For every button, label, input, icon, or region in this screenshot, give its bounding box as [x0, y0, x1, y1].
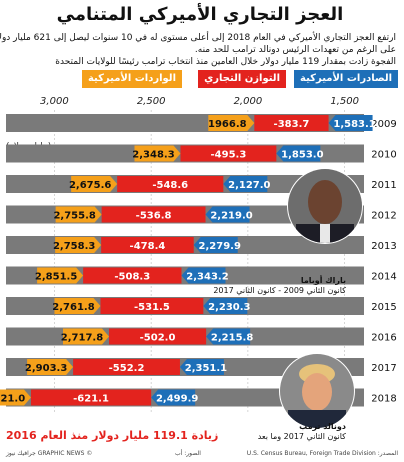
obama-portrait [287, 168, 363, 244]
legend-imports: الواردات الأميركية [81, 70, 182, 88]
imports-value-label: 2,348.3 [132, 150, 174, 161]
balance-bar [117, 176, 224, 192]
exports-arrow [276, 145, 321, 162]
imports-arrow [55, 206, 102, 223]
balance-bar [254, 115, 329, 131]
balance-value-label: -548.6 [152, 180, 188, 191]
balance-value-label: -478.4 [130, 241, 166, 252]
year-label: 2015 [371, 302, 396, 313]
imports-arrow [71, 176, 118, 192]
year-label: 2016 [371, 333, 396, 344]
trump-caption: دونالد ترمب كانون الثاني 2017 وما بعد [258, 422, 346, 442]
exports-value-label: 2,127.0 [228, 180, 270, 191]
imports-value-label: 2,851.5 [35, 272, 77, 283]
imports-arrow [208, 115, 255, 131]
exports-value-label: 2,351.1 [185, 363, 227, 374]
balance-bar [101, 206, 206, 223]
exports-value-label: 2,343.2 [186, 272, 228, 283]
balance-bar [108, 328, 207, 345]
balance-value-label: -502.0 [140, 333, 176, 344]
exports-arrow [203, 298, 248, 314]
balance-value-label: -536.8 [136, 211, 172, 222]
year-label: 2010 [371, 150, 396, 161]
imports-value-label: 2,903.3 [25, 363, 67, 374]
balance-bar [180, 145, 277, 162]
exports-value-label: 2,279.9 [199, 241, 241, 252]
subtitle-line: على الرغم من تعهدات الرئيس دونالد ترامب … [194, 45, 396, 55]
obama-caption: باراك أوباما كانون الثاني 2009 - كانون ا… [213, 276, 346, 296]
year-label: 2018 [371, 394, 396, 405]
exports-arrow [181, 267, 226, 284]
page-title: العجز التجاري الأميركي المتنامي [56, 4, 344, 25]
exports-arrow [151, 389, 196, 406]
balance-bar [101, 237, 194, 253]
imports-value-label: 1966.8 [208, 119, 247, 130]
obama-term: كانون الثاني 2009 - كانون الثاني 2017 [213, 286, 346, 295]
imports-value-label: 2,761.8 [52, 302, 94, 313]
legend: الصادرات الأميركية التوازن التجاري الوار… [0, 70, 404, 152]
imports-arrow [0, 389, 31, 406]
year-label: 2017 [371, 363, 396, 374]
imports-arrow [54, 298, 101, 314]
subtitle-line: الفجوة زادت بمقدار 119 مليار دولار خلال … [55, 57, 396, 67]
balance-value-label: -383.7 [274, 119, 310, 130]
imports-arrow [55, 237, 102, 253]
imports-arrow [27, 359, 74, 375]
balance-bar [73, 359, 180, 375]
balance-value-label: -495.3 [211, 150, 247, 161]
year-label: 2014 [371, 272, 396, 283]
imports-arrow [37, 267, 84, 284]
legend-balance: التوازن التجاري [198, 70, 286, 88]
x-tick-label: 2,500 [137, 96, 166, 107]
exports-value-label: 1,853.0 [281, 150, 323, 161]
year-label: 2013 [371, 241, 396, 252]
imports-arrow [62, 328, 109, 345]
exports-arrow [205, 206, 250, 223]
obama-name: باراك أوباما [300, 276, 346, 285]
graphic-news-logo: © GRAPHIC NEWS جرافيك نيوز [6, 450, 93, 457]
trump-portrait [279, 353, 355, 429]
exports-value-label: 1,583.1 [333, 119, 375, 130]
x-tick-label: 3,000 [40, 96, 69, 107]
balance-bar [30, 389, 152, 406]
photo-credit: الصور: أب [175, 450, 201, 457]
imports-value-label: 2,675.6 [69, 180, 111, 191]
x-tick-label: 2,000 [234, 96, 263, 107]
imports-value-label: 2,758.3 [53, 241, 95, 252]
exports-arrow [328, 115, 373, 131]
balance-value-label: -552.2 [109, 363, 145, 374]
exports-arrow [179, 359, 224, 375]
exports-value-label: 2,219.0 [210, 211, 252, 222]
imports-arrow [134, 145, 181, 162]
legend-exports: الصادرات الأميركية [294, 70, 398, 88]
trump-term: كانون الثاني 2017 وما بعد [257, 432, 346, 441]
imports-value-label: 3,121.0 [0, 394, 25, 405]
year-label: 2011 [371, 180, 396, 191]
year-label: 2009 [371, 119, 396, 130]
exports-value-label: 2,230.3 [208, 302, 250, 313]
increase-note: زيادة 119.1 مليار دولار منذ العام 2016 [6, 429, 219, 442]
balance-bar [100, 298, 204, 314]
balance-value-label: -531.5 [134, 302, 170, 313]
year-label: 2012 [371, 211, 396, 222]
exports-arrow [206, 328, 251, 345]
balance-value-label: -621.1 [73, 394, 109, 405]
source-text: المصدر: U.S. Census Bureau, Foreign Trad… [246, 450, 398, 457]
x-tick-label: 1,500 [330, 96, 359, 107]
exports-value-label: 2,215.8 [211, 333, 253, 344]
exports-value-label: 2,499.9 [156, 394, 198, 405]
trump-name: دونالد ترمب [299, 422, 346, 431]
imports-value-label: 2,755.8 [53, 211, 95, 222]
imports-value-label: 2,717.8 [61, 333, 103, 344]
exports-arrow [193, 237, 238, 253]
subtitle: ارتفع العجز التجاري الأميركي في العام 20… [0, 32, 396, 68]
balance-value-label: -508.3 [114, 272, 150, 283]
exports-arrow [223, 176, 268, 192]
balance-bar [83, 267, 182, 284]
subtitle-line: ارتفع العجز التجاري الأميركي في العام 20… [0, 33, 396, 43]
